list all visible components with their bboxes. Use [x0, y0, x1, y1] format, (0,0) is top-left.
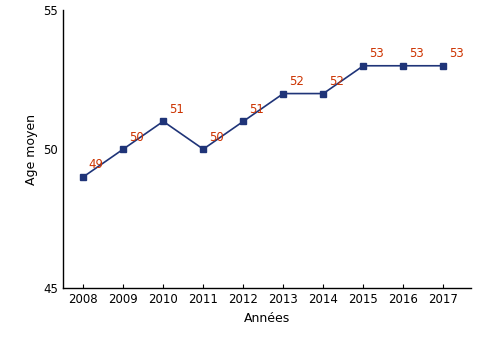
Text: 51: 51	[169, 103, 184, 116]
Text: 49: 49	[89, 158, 104, 172]
X-axis label: Années: Années	[244, 312, 291, 324]
Text: 50: 50	[129, 131, 143, 144]
Text: 51: 51	[249, 103, 264, 116]
Text: 53: 53	[369, 47, 383, 60]
Text: 50: 50	[209, 131, 224, 144]
Text: 53: 53	[409, 47, 424, 60]
Y-axis label: Age moyen: Age moyen	[25, 114, 38, 185]
Text: 53: 53	[449, 47, 464, 60]
Text: 52: 52	[289, 75, 304, 88]
Text: 52: 52	[329, 75, 344, 88]
